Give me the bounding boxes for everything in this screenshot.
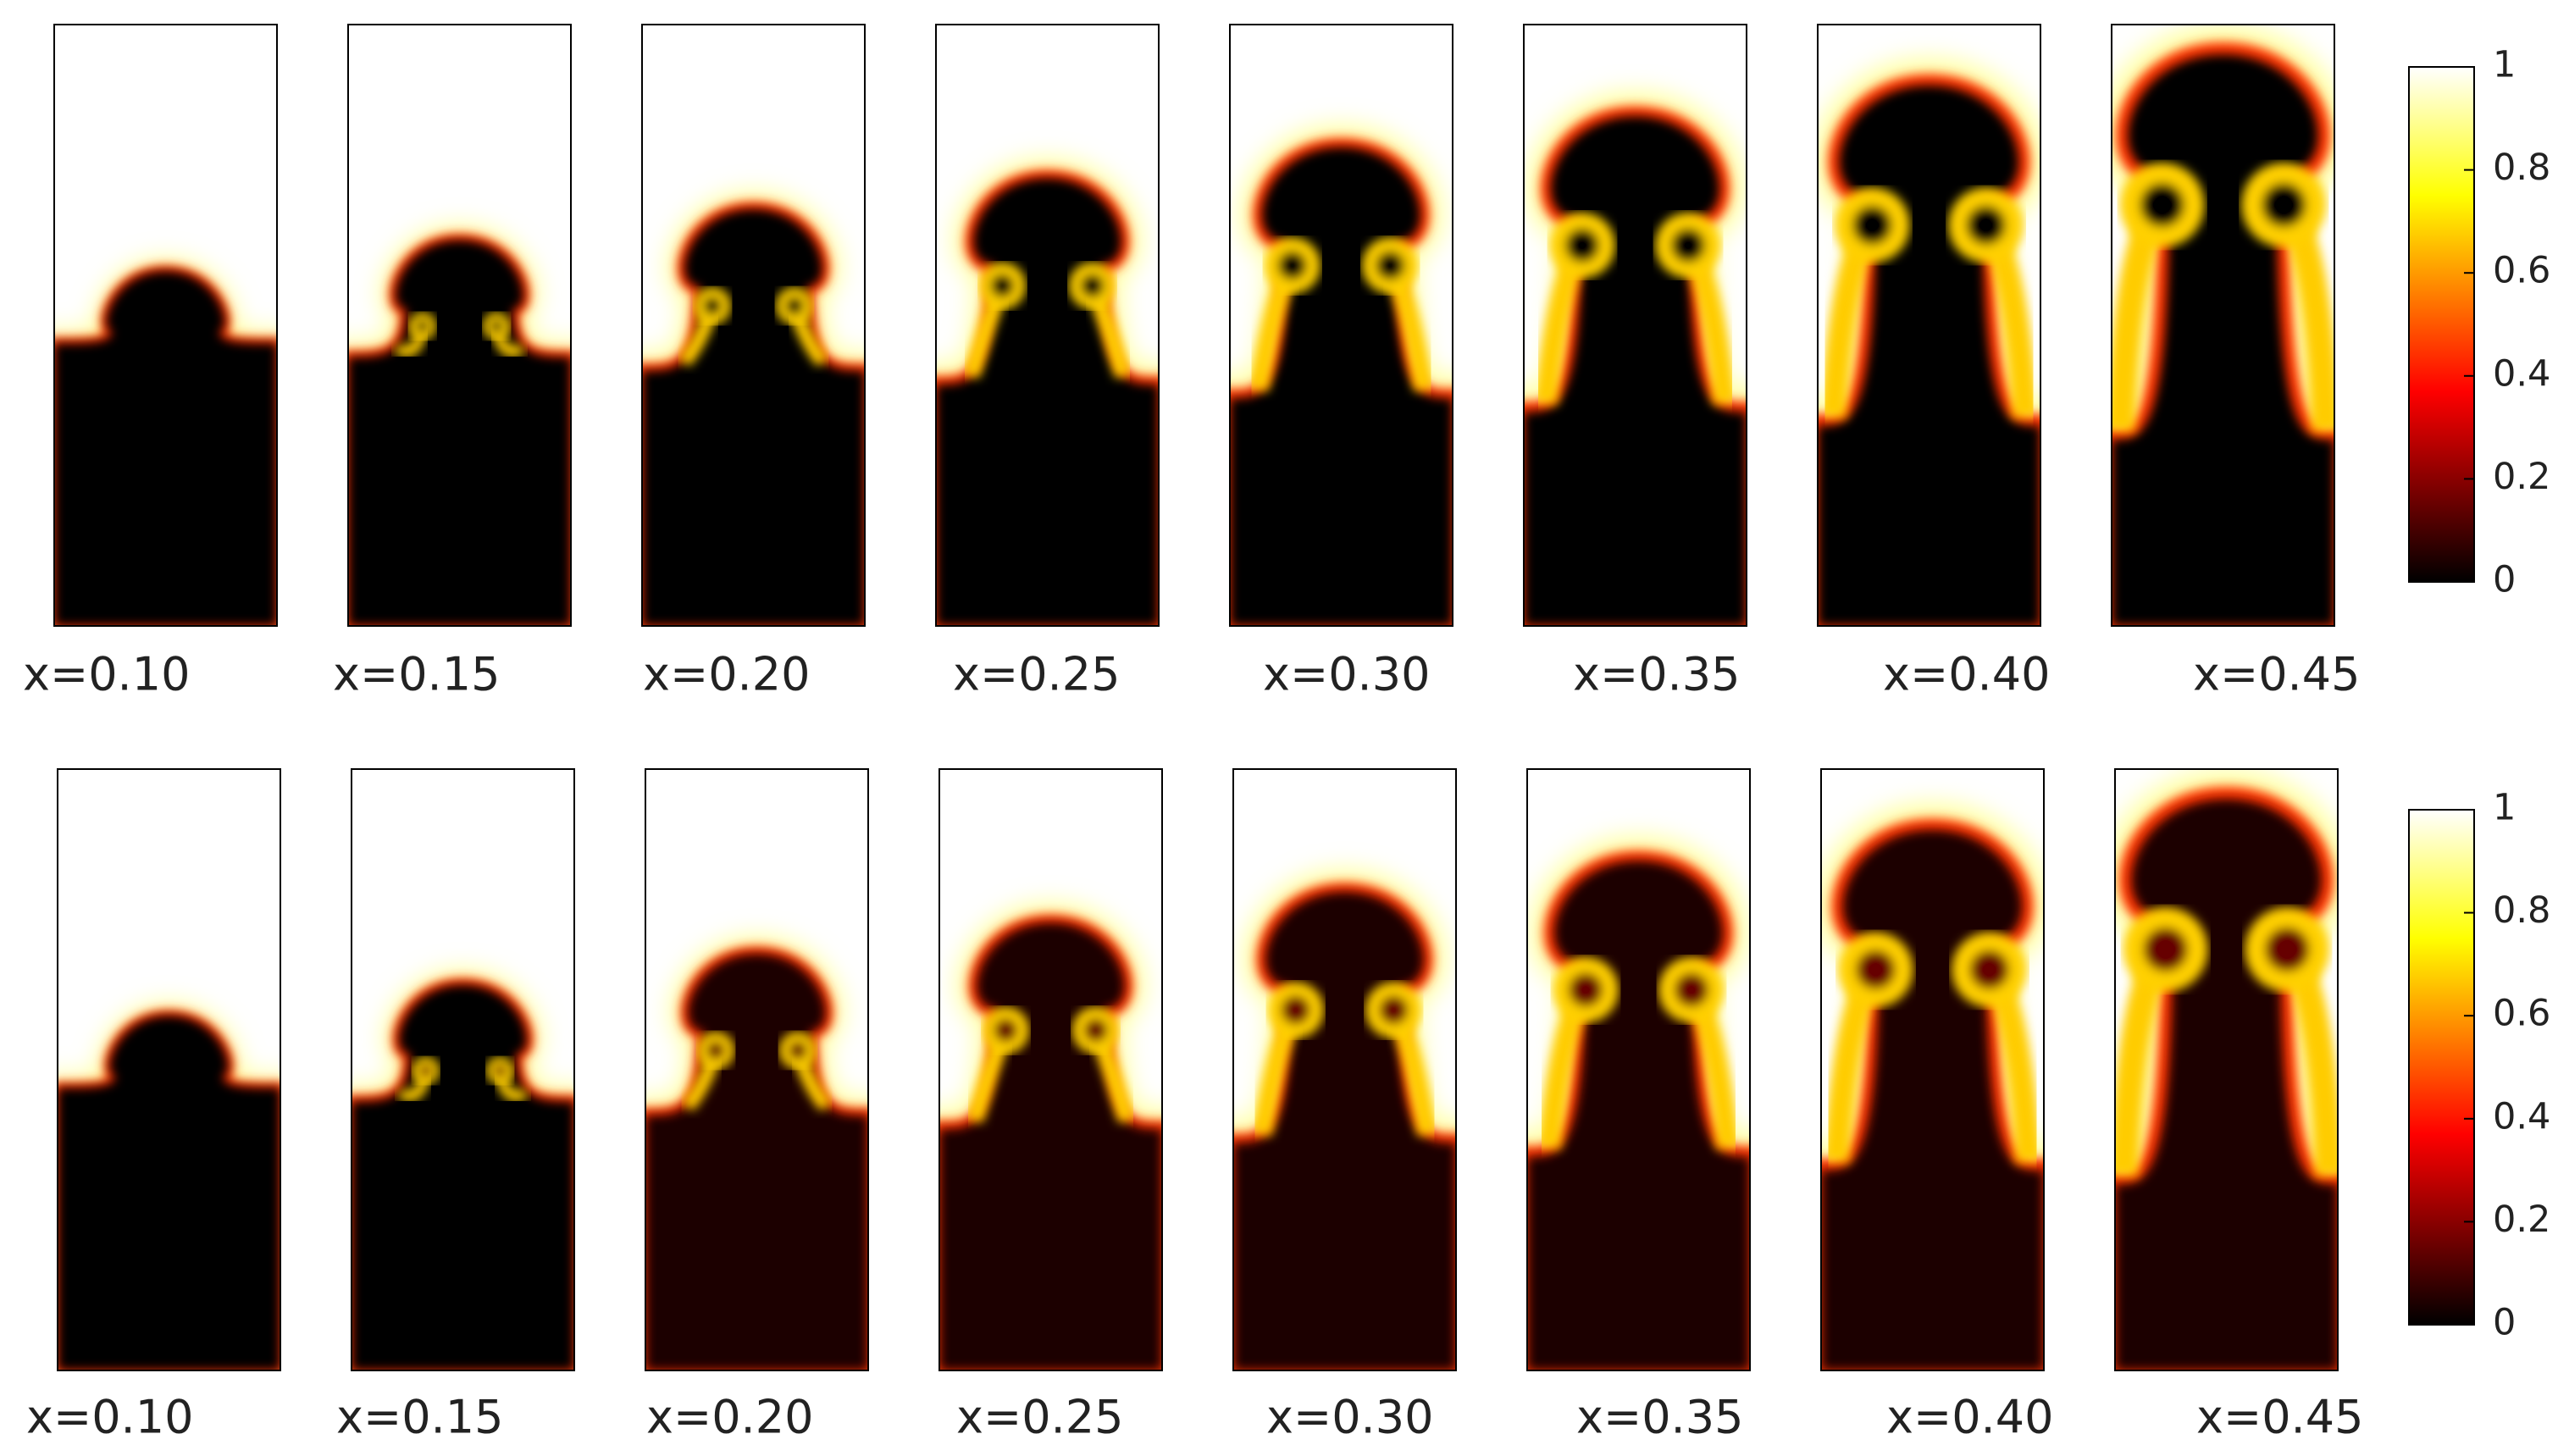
panel [1230,25,1453,626]
panel-label: x=0.15 [333,648,500,701]
panel-label: x=0.30 [1266,1391,1433,1444]
panel-frame [645,768,869,1371]
panel-label: x=0.35 [1573,648,1740,701]
panel [1527,769,1750,1370]
panel-label: x=0.30 [1263,648,1430,701]
colorbar-tick-label: 0 [2493,559,2516,601]
panel-label: x=0.25 [956,1391,1123,1444]
panel [2112,25,2334,626]
panel [1524,25,1747,626]
panel-label: x=0.20 [643,648,810,701]
panel [1821,769,2044,1370]
panel-label: x=0.10 [26,1391,193,1444]
panel [939,769,1162,1370]
panel-frame [351,768,575,1371]
panel [58,769,280,1370]
panel-label: x=0.15 [336,1391,503,1444]
panel [936,25,1159,626]
colorbar-tick-label: 1 [2493,787,2516,829]
panel [642,25,865,626]
panel [1818,25,2040,626]
panel-frame [935,24,1160,627]
panel-frame [641,24,866,627]
panel [2115,769,2338,1370]
panel-label: x=0.40 [1886,1391,2053,1444]
panel-frame [1232,768,1457,1371]
panel [54,25,277,626]
colorbar [2408,66,2475,583]
panel-frame [53,24,278,627]
panel [352,769,574,1370]
colorbar-tick-label: 0.8 [2493,889,2550,932]
panel-frame [938,768,1163,1371]
panel-frame [1817,24,2041,627]
colorbar-tick-label: 0.4 [2493,1095,2550,1138]
panel-label: x=0.35 [1576,1391,1743,1444]
panel-label: x=0.10 [23,648,190,701]
panel-frame [1820,768,2045,1371]
panel-frame [1229,24,1453,627]
panel-frame [57,768,281,1371]
panel [1233,769,1456,1370]
colorbar-tick-label: 0.4 [2493,352,2550,395]
panel-label: x=0.45 [2193,648,2360,701]
colorbar-tick-label: 0.6 [2493,993,2550,1035]
colorbar-tick-label: 0 [2493,1302,2516,1344]
panel-label: x=0.45 [2196,1391,2363,1444]
colorbar-tick-label: 0.2 [2493,1199,2550,1241]
panel-frame [2114,768,2339,1371]
panel-label: x=0.20 [646,1391,813,1444]
colorbar-tick-label: 1 [2493,44,2516,86]
panel-frame [347,24,572,627]
panel [645,769,868,1370]
panel-frame [1523,24,1747,627]
panel-label: x=0.40 [1883,648,2050,701]
colorbar-tick-label: 0.2 [2493,456,2550,498]
colorbar [2408,809,2475,1326]
panel-label: x=0.25 [953,648,1120,701]
colorbar-tick-label: 0.6 [2493,250,2550,292]
panel [348,25,571,626]
panel-frame [1526,768,1751,1371]
panel-frame [2111,24,2335,627]
colorbar-tick-label: 0.8 [2493,147,2550,189]
